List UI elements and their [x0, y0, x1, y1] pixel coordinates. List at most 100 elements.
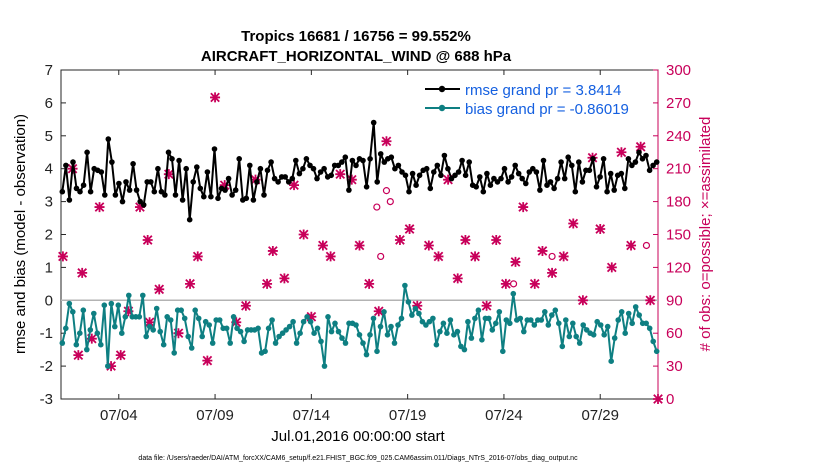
obs-possible-marker: [386, 198, 394, 206]
point-bias: [153, 305, 160, 312]
point-bias: [437, 328, 443, 335]
point-rmse: [137, 198, 143, 205]
point-rmse: [289, 175, 296, 182]
point-rmse: [211, 146, 218, 152]
point-bias: [430, 315, 436, 322]
y-tick-label: 0: [45, 292, 53, 309]
point-rmse: [102, 192, 108, 198]
point-bias: [377, 323, 384, 330]
point-rmse: [402, 172, 409, 179]
point-rmse: [282, 174, 289, 180]
obs-assimilated-marker: [134, 202, 145, 213]
point-bias: [209, 340, 216, 346]
point-bias: [416, 310, 422, 317]
point-rmse: [109, 159, 115, 165]
point-bias: [328, 328, 335, 335]
point-rmse: [462, 172, 469, 179]
point-bias: [101, 302, 108, 309]
point-rmse: [84, 149, 90, 156]
point-rmse: [618, 170, 625, 177]
point-bias: [279, 330, 286, 337]
point-rmse: [70, 159, 76, 165]
obs-possible-markers: [373, 187, 651, 288]
point-rmse: [455, 169, 462, 175]
point-bias: [632, 304, 639, 310]
point-bias: [223, 325, 230, 332]
point-bias: [556, 320, 562, 327]
y-axis-label: rmse and bias (model - observation): [12, 114, 29, 354]
point-rmse: [413, 182, 419, 188]
obs-assimilated-marker: [626, 240, 637, 251]
x-tick-label: 07/24: [485, 407, 523, 424]
point-rmse: [119, 198, 126, 205]
point-bias: [363, 351, 370, 358]
point-bias: [272, 340, 279, 346]
point-bias: [108, 300, 115, 307]
point-bias: [398, 315, 405, 322]
series-layer: [59, 119, 660, 369]
point-bias: [444, 330, 450, 337]
point-rmse: [491, 175, 497, 182]
obs-assimilated-marker: [404, 224, 415, 235]
point-bias: [77, 330, 83, 337]
point-rmse: [597, 174, 603, 180]
x-tick-label: 07/29: [581, 407, 619, 424]
x-tick-label: 07/14: [293, 407, 331, 424]
point-rmse: [225, 175, 232, 182]
obs-assimilated-marker: [518, 202, 529, 213]
point-bias: [472, 315, 478, 322]
point-bias: [321, 363, 328, 369]
point-rmse: [148, 179, 154, 185]
point-bias: [531, 322, 538, 328]
point-bias: [140, 292, 146, 299]
point-rmse: [508, 174, 515, 180]
point-rmse: [130, 161, 136, 167]
point-rmse: [116, 180, 122, 187]
point-bias: [576, 340, 583, 346]
point-bias: [216, 317, 223, 323]
point-rmse: [395, 162, 402, 169]
point-rmse: [183, 165, 189, 172]
obs-assimilated-marker: [210, 92, 221, 103]
obs-assimilated-marker: [317, 240, 328, 251]
point-rmse: [123, 179, 129, 185]
point-bias: [590, 332, 597, 338]
point-bias: [510, 290, 517, 297]
point-rmse: [523, 180, 529, 187]
point-bias: [583, 327, 590, 333]
obs-assimilated-marker: [616, 147, 627, 158]
point-bias: [611, 335, 618, 341]
point-bias: [388, 323, 394, 330]
point-rmse: [530, 165, 536, 172]
point-rmse: [77, 188, 83, 195]
point-rmse: [112, 192, 119, 198]
y-right-tick-label: 270: [666, 95, 691, 112]
point-bias: [70, 309, 76, 315]
obs-assimilated-marker: [558, 251, 569, 262]
legend-rmse-label: rmse grand pr = 3.8414: [465, 82, 621, 99]
point-rmse: [459, 157, 465, 164]
point-bias: [241, 338, 247, 345]
point-rmse: [579, 179, 586, 185]
point-bias: [618, 309, 625, 315]
point-bias: [283, 327, 289, 333]
point-rmse: [466, 159, 473, 165]
obs-assimilated-marker: [115, 350, 126, 361]
point-bias: [594, 318, 600, 325]
obs-assimilated-marker: [381, 136, 392, 147]
point-bias: [66, 300, 73, 307]
y-tick-label: 6: [45, 95, 53, 112]
point-rmse: [427, 185, 434, 192]
obs-assimilated-marker: [460, 234, 471, 245]
point-rmse: [480, 188, 487, 195]
point-bias: [496, 309, 503, 315]
point-bias: [269, 317, 275, 323]
point-rmse: [540, 157, 547, 164]
point-bias: [538, 317, 545, 323]
point-rmse: [310, 165, 317, 172]
obs-assimilated-marker: [86, 333, 97, 344]
point-rmse: [370, 119, 377, 126]
point-bias: [650, 338, 656, 345]
point-bias: [178, 307, 184, 314]
point-bias: [454, 328, 461, 335]
